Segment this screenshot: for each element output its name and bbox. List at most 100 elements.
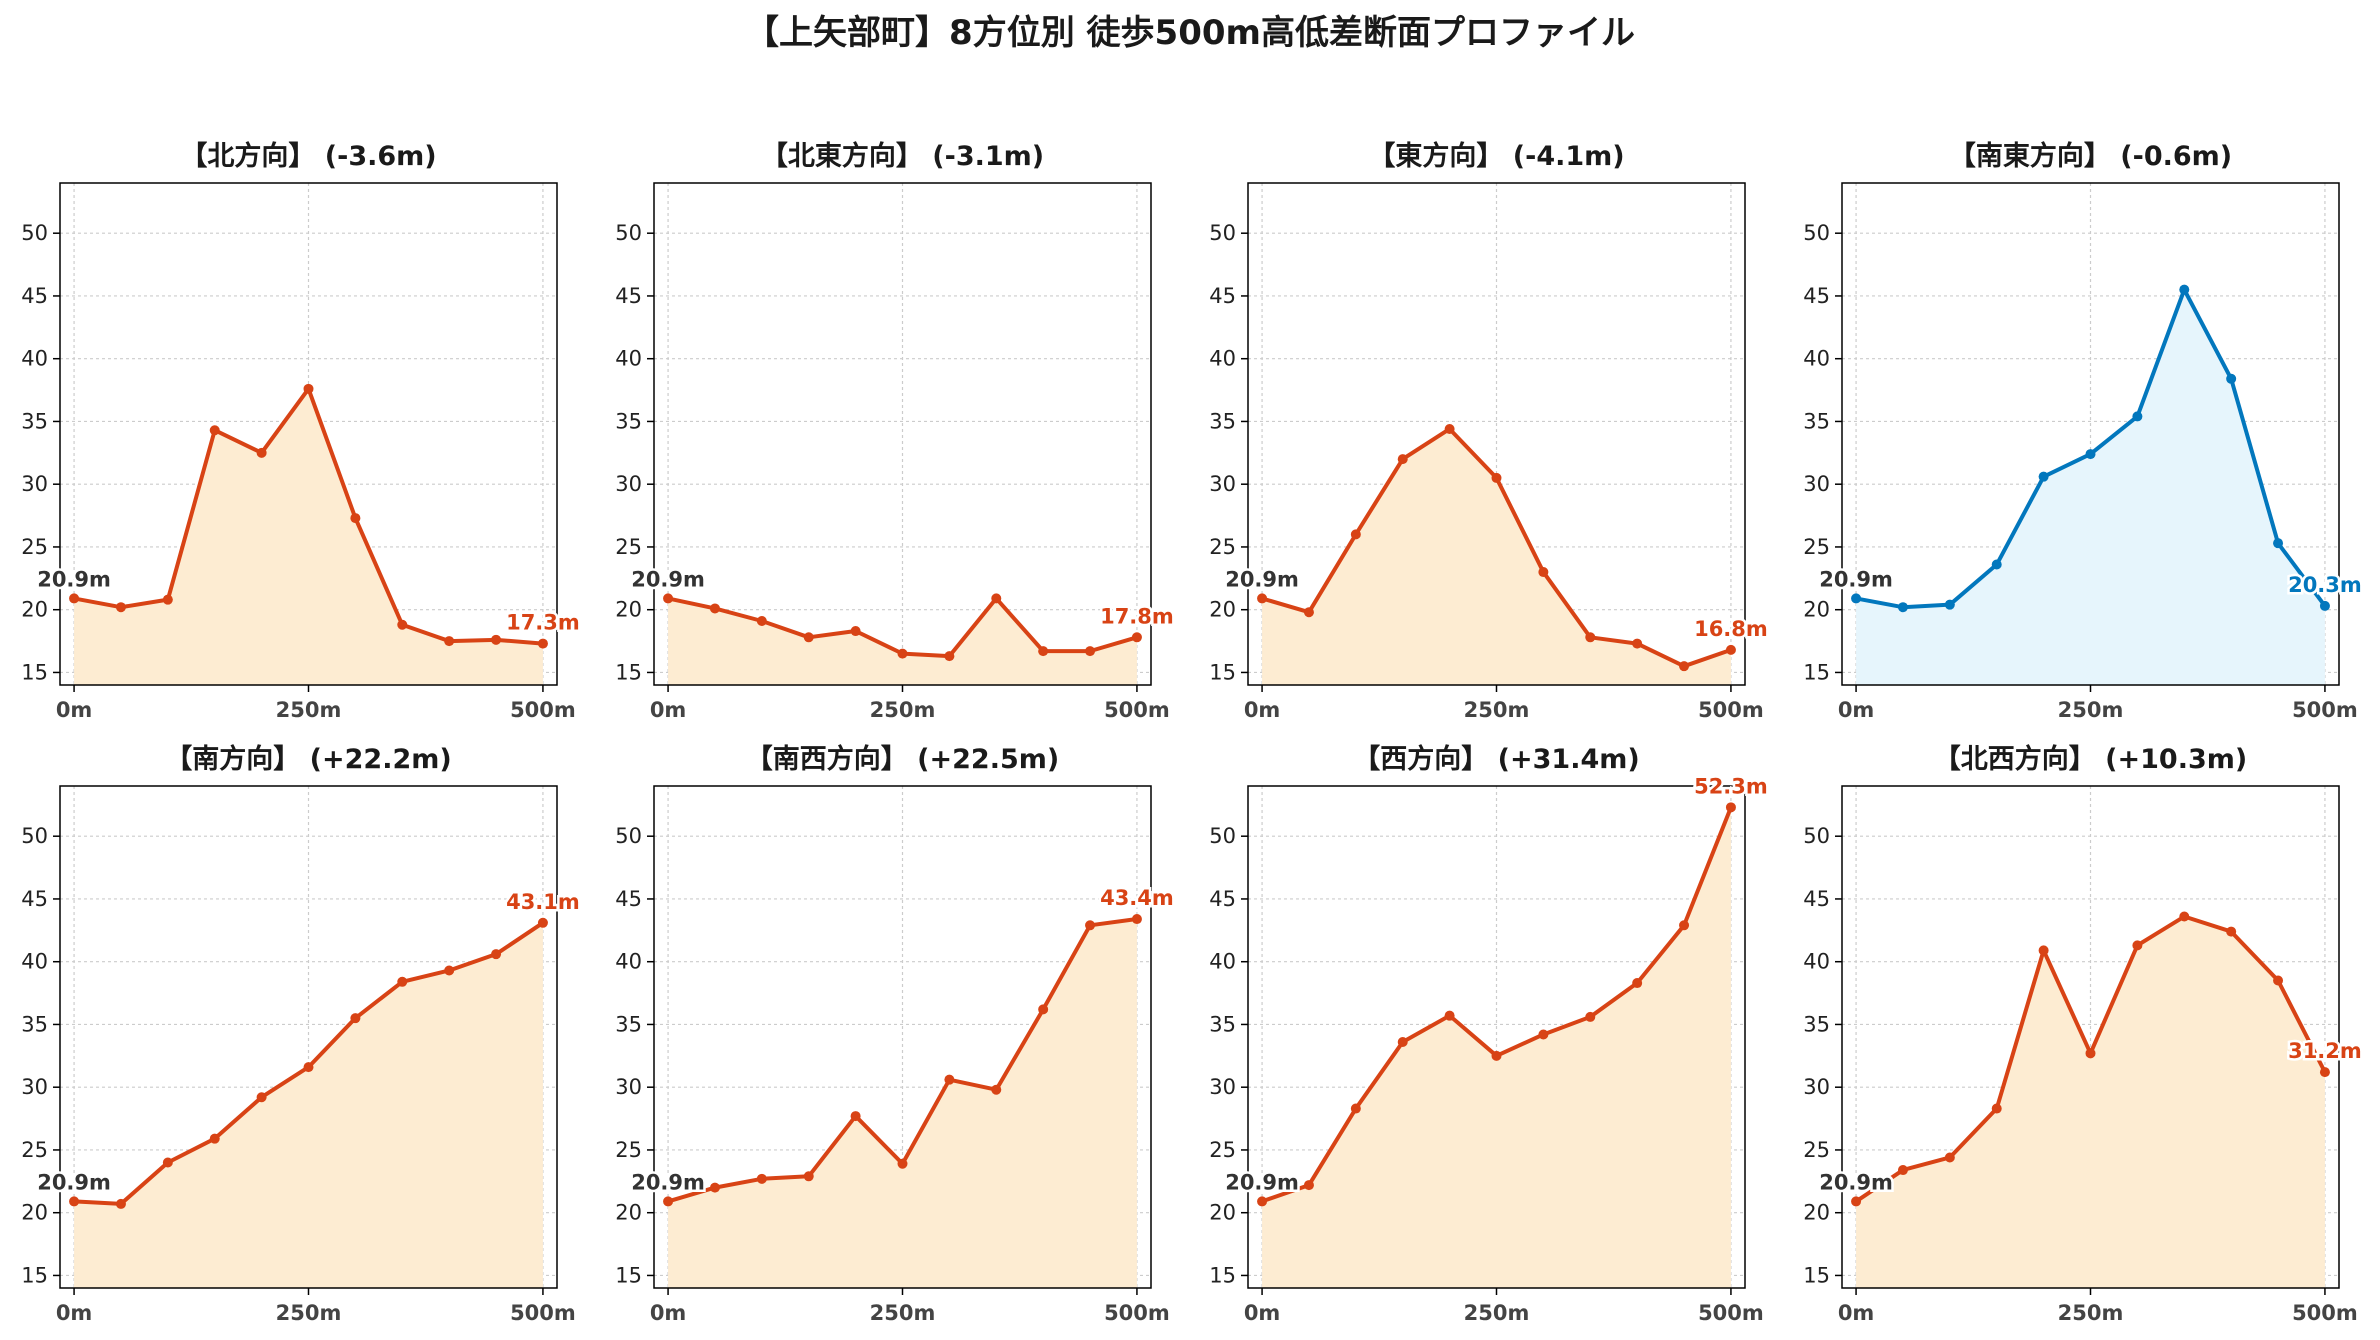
data-point [303, 383, 314, 394]
y-tick-label: 25 [21, 1138, 48, 1162]
data-point [1257, 1196, 1268, 1207]
data-point [1444, 423, 1455, 434]
data-point [69, 593, 80, 604]
y-tick-label: 15 [1803, 660, 1830, 684]
data-point [1538, 567, 1549, 578]
data-point [2273, 538, 2284, 549]
data-point [897, 1158, 908, 1169]
y-tick-label: 35 [1209, 409, 1236, 433]
y-tick-label: 45 [21, 887, 48, 911]
end-label: 31.2m [2288, 1039, 2362, 1063]
y-tick-label: 30 [1803, 472, 1830, 496]
y-tick-label: 15 [1209, 1263, 1236, 1287]
data-point [709, 603, 720, 614]
y-tick-label: 50 [21, 824, 48, 848]
y-tick-label: 15 [21, 1263, 48, 1287]
y-tick-label: 30 [615, 1075, 642, 1099]
start-label: 20.9m [37, 567, 111, 591]
area-fill [668, 598, 1137, 685]
data-point [1085, 646, 1096, 657]
area-fill [1856, 916, 2325, 1288]
y-tick-label: 30 [1209, 472, 1236, 496]
x-tick-label: 0m [56, 698, 93, 722]
area-fill [1262, 807, 1731, 1288]
y-tick-label: 20 [1209, 1201, 1236, 1225]
data-point [1257, 593, 1268, 604]
y-tick-label: 45 [615, 887, 642, 911]
data-point [1038, 646, 1049, 657]
data-point [256, 447, 267, 458]
data-point [803, 632, 814, 643]
y-tick-label: 25 [21, 535, 48, 559]
start-label: 20.9m [631, 1170, 705, 1194]
data-point [1038, 1004, 1049, 1015]
start-label: 20.9m [1225, 1170, 1299, 1194]
data-point [1991, 559, 2002, 570]
data-point [1632, 638, 1643, 649]
y-tick-label: 50 [1803, 221, 1830, 245]
y-tick-label: 40 [1209, 950, 1236, 974]
y-tick-label: 30 [615, 472, 642, 496]
data-point [1851, 1196, 1862, 1207]
y-tick-label: 15 [21, 660, 48, 684]
data-point [2179, 284, 2190, 295]
panel-title: 【北方向】 (-3.6m) [180, 140, 436, 172]
y-tick-label: 40 [21, 950, 48, 974]
x-tick-label: 250m [2058, 1301, 2124, 1325]
x-tick-label: 500m [1698, 1301, 1764, 1325]
start-label: 20.9m [1819, 567, 1893, 591]
data-point [709, 1182, 720, 1193]
end-label: 17.3m [506, 611, 580, 635]
end-label: 43.4m [1100, 886, 1174, 910]
start-label: 20.9m [37, 1170, 111, 1194]
data-point [397, 619, 408, 630]
panel-title: 【北西方向】 (+10.3m) [1934, 743, 2247, 775]
y-tick-label: 20 [1803, 1201, 1830, 1225]
data-point [2226, 926, 2237, 937]
data-point [2273, 975, 2284, 986]
end-label: 16.8m [1694, 617, 1768, 641]
data-point [1897, 1165, 1908, 1176]
y-tick-label: 25 [1209, 535, 1236, 559]
data-point [1725, 644, 1736, 655]
y-tick-label: 15 [615, 660, 642, 684]
data-point [1585, 632, 1596, 643]
data-point [991, 1084, 1002, 1095]
data-point [1679, 920, 1690, 931]
y-tick-label: 50 [1803, 824, 1830, 848]
y-tick-label: 25 [615, 1138, 642, 1162]
y-tick-label: 35 [1209, 1012, 1236, 1036]
y-tick-label: 50 [615, 824, 642, 848]
end-label: 17.8m [1100, 604, 1174, 628]
y-tick-label: 30 [1209, 1075, 1236, 1099]
y-tick-label: 40 [21, 347, 48, 371]
x-tick-label: 500m [510, 1301, 576, 1325]
x-tick-label: 250m [870, 1301, 936, 1325]
data-point [2132, 411, 2143, 422]
x-tick-label: 500m [2292, 698, 2358, 722]
data-point [537, 917, 548, 928]
y-tick-label: 35 [21, 409, 48, 433]
data-point [1085, 920, 1096, 931]
panel-title: 【南西方向】 (+22.5m) [746, 743, 1059, 775]
y-tick-label: 25 [615, 535, 642, 559]
end-label: 43.1m [506, 890, 580, 914]
data-point [115, 1198, 126, 1209]
data-point [897, 648, 908, 659]
data-point [2038, 945, 2049, 956]
x-tick-label: 250m [870, 698, 936, 722]
y-tick-label: 30 [1803, 1075, 1830, 1099]
x-tick-label: 500m [2292, 1301, 2358, 1325]
data-point [115, 602, 126, 613]
y-tick-label: 45 [615, 284, 642, 308]
data-point [256, 1092, 267, 1103]
data-point [444, 965, 455, 976]
data-point [2132, 940, 2143, 951]
y-tick-label: 15 [1209, 660, 1236, 684]
x-tick-label: 0m [56, 1301, 93, 1325]
start-label: 20.9m [1225, 567, 1299, 591]
